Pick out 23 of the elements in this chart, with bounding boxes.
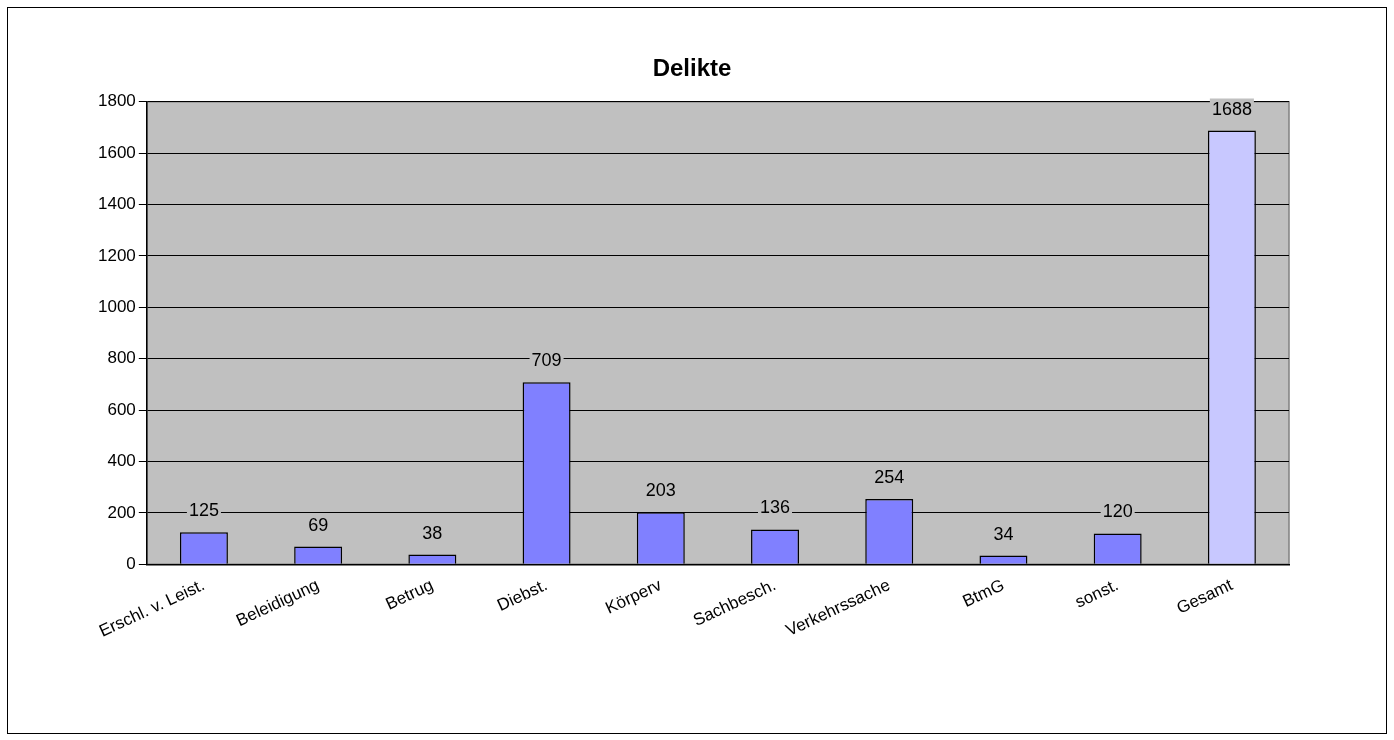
chart-title: Delikte — [652, 54, 732, 82]
data-label: 203 — [645, 480, 676, 501]
y-tick-label: 1600 — [97, 142, 136, 162]
x-tick-label: BtmG — [959, 575, 1008, 611]
data-label: 125 — [188, 500, 219, 521]
y-tick-label: 600 — [107, 399, 136, 419]
data-label: 38 — [422, 522, 443, 543]
y-tick-label: 1400 — [97, 194, 136, 214]
data-label: 136 — [759, 497, 791, 518]
y-tick-label: 1800 — [97, 91, 136, 111]
y-tick-label: 400 — [107, 451, 136, 471]
y-tick-label: 1200 — [97, 245, 136, 265]
data-label: 1688 — [1211, 98, 1252, 119]
data-label: 34 — [993, 523, 1014, 544]
data-label: 120 — [1102, 501, 1133, 522]
data-label: 69 — [308, 514, 329, 535]
x-tick-label: sonst. — [1072, 575, 1122, 612]
y-tick-label: 0 — [126, 554, 136, 574]
y-tick-label: 800 — [107, 348, 136, 368]
data-label: 709 — [531, 350, 562, 371]
y-tick-label: 200 — [107, 502, 136, 522]
data-label: 254 — [874, 467, 905, 488]
y-tick-label: 1000 — [97, 297, 136, 317]
